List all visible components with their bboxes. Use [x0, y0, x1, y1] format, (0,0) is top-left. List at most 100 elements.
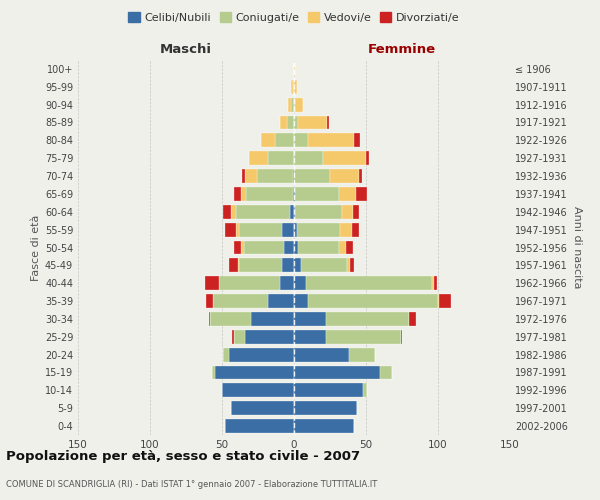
- Bar: [294, 169, 330, 183]
- Bar: [280, 116, 287, 130]
- Bar: [401, 330, 402, 344]
- Bar: [239, 258, 283, 272]
- Y-axis label: Anni di nascita: Anni di nascita: [572, 206, 582, 289]
- Bar: [284, 240, 294, 254]
- Bar: [222, 384, 294, 398]
- Bar: [327, 116, 329, 130]
- Bar: [353, 205, 359, 219]
- Bar: [209, 312, 211, 326]
- Bar: [432, 276, 434, 290]
- Bar: [233, 330, 245, 344]
- Bar: [305, 276, 432, 290]
- Bar: [268, 151, 294, 165]
- Text: Femmine: Femmine: [368, 44, 436, 57]
- Bar: [380, 366, 392, 380]
- Bar: [326, 312, 409, 326]
- Bar: [326, 330, 401, 344]
- Bar: [247, 187, 293, 201]
- Bar: [214, 294, 268, 308]
- Bar: [223, 348, 229, 362]
- Bar: [206, 294, 214, 308]
- Bar: [294, 419, 355, 433]
- Bar: [294, 62, 295, 76]
- Bar: [330, 169, 359, 183]
- Bar: [294, 330, 326, 344]
- Bar: [268, 294, 294, 308]
- Bar: [225, 419, 294, 433]
- Bar: [340, 222, 352, 236]
- Bar: [215, 366, 294, 380]
- Bar: [280, 276, 294, 290]
- Bar: [294, 258, 301, 272]
- Bar: [294, 384, 363, 398]
- Bar: [297, 222, 340, 236]
- Bar: [294, 151, 323, 165]
- Bar: [244, 240, 284, 254]
- Bar: [359, 169, 362, 183]
- Bar: [283, 258, 294, 272]
- Bar: [295, 187, 338, 201]
- Bar: [245, 169, 257, 183]
- Bar: [250, 151, 268, 165]
- Bar: [439, 294, 451, 308]
- Bar: [294, 276, 305, 290]
- Bar: [294, 401, 358, 415]
- Bar: [308, 294, 438, 308]
- Bar: [230, 205, 236, 219]
- Bar: [338, 187, 356, 201]
- Bar: [241, 187, 247, 201]
- Bar: [251, 312, 294, 326]
- Bar: [293, 169, 294, 183]
- Bar: [245, 330, 294, 344]
- Bar: [356, 187, 367, 201]
- Bar: [242, 169, 245, 183]
- Bar: [294, 116, 298, 130]
- Bar: [275, 134, 294, 147]
- Bar: [261, 134, 275, 147]
- Bar: [294, 348, 349, 362]
- Bar: [294, 187, 295, 201]
- Bar: [338, 240, 346, 254]
- Bar: [236, 205, 290, 219]
- Bar: [229, 348, 294, 362]
- Bar: [295, 205, 341, 219]
- Text: Maschi: Maschi: [160, 44, 212, 57]
- Bar: [225, 222, 236, 236]
- Legend: Celibi/Nubili, Coniugati/e, Vedovi/e, Divorziati/e: Celibi/Nubili, Coniugati/e, Vedovi/e, Di…: [124, 8, 464, 28]
- Bar: [294, 80, 297, 94]
- Bar: [229, 258, 238, 272]
- Bar: [298, 240, 338, 254]
- Bar: [409, 312, 416, 326]
- Bar: [438, 294, 439, 308]
- Bar: [350, 258, 355, 272]
- Bar: [434, 276, 437, 290]
- Bar: [308, 134, 355, 147]
- Bar: [230, 401, 294, 415]
- Bar: [291, 80, 293, 94]
- Bar: [349, 348, 374, 362]
- Bar: [341, 205, 353, 219]
- Bar: [219, 276, 280, 290]
- Bar: [347, 258, 350, 272]
- Bar: [294, 312, 326, 326]
- Bar: [290, 205, 294, 219]
- Bar: [301, 258, 347, 272]
- Bar: [223, 205, 230, 219]
- Bar: [346, 240, 353, 254]
- Bar: [233, 187, 241, 201]
- Bar: [238, 258, 239, 272]
- Bar: [239, 222, 283, 236]
- Bar: [293, 187, 294, 201]
- Y-axis label: Fasce di età: Fasce di età: [31, 214, 41, 280]
- Bar: [291, 98, 294, 112]
- Bar: [212, 366, 215, 380]
- Bar: [294, 294, 308, 308]
- Bar: [352, 222, 359, 236]
- Bar: [294, 240, 298, 254]
- Bar: [287, 116, 294, 130]
- Bar: [294, 366, 380, 380]
- Bar: [233, 240, 241, 254]
- Bar: [236, 222, 239, 236]
- Text: Popolazione per età, sesso e stato civile - 2007: Popolazione per età, sesso e stato civil…: [6, 450, 360, 463]
- Bar: [205, 276, 219, 290]
